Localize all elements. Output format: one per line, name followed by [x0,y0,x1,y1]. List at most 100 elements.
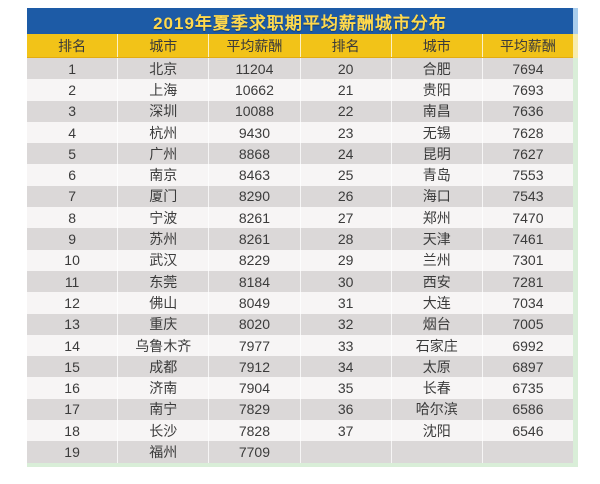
salary-cell: 7281 [512,273,544,290]
salary-table: 2019年夏季求职期平均薪酬城市分布 排名 城市 平均薪酬 排名 城市 平均薪酬… [27,8,573,463]
table-row: 1 北京 11204 20 合肥 7694 [27,58,573,80]
salary-cell: 7005 [512,316,544,333]
table-header-row: 排名 城市 平均薪酬 排名 城市 平均薪酬 [27,34,573,58]
rank-cell: 2 [27,79,119,101]
salary-cell: 10088 [209,100,301,122]
rank-cell: 25 [301,164,392,186]
table-row: 5 广州 8868 24 昆明 7627 [27,143,573,165]
salary-cell: 7628 [512,124,544,141]
salary-cell: 7912 [209,356,301,378]
salary-cell [483,441,573,462]
salary-cell: 7461 [512,231,544,248]
rank-cell: 27 [301,207,392,229]
rank-cell: 29 [301,249,392,271]
salary-cell: 8463 [209,164,301,186]
city-cell: 杭州 [118,121,210,144]
city-cell: 南京 [118,164,210,186]
rank-cell: 3 [27,100,119,122]
city-cell: 烟台 [392,313,483,335]
city-cell: 福州 [118,441,210,463]
city-cell: 昆明 [392,143,483,165]
city-cell: 成都 [118,356,210,378]
rank-cell: 19 [27,441,119,463]
salary-cell: 9430 [209,121,301,144]
rank-cell: 5 [27,143,119,165]
salary-cell: 7694 [512,60,544,77]
rank-cell: 14 [27,334,119,357]
city-cell: 长春 [392,377,483,399]
table-row: 3 深圳 10088 22 南昌 7636 [27,100,573,122]
salary-cell: 6586 [512,401,544,418]
table-row: 18 长沙 7828 37 沈阳 6546 [27,420,573,442]
rank-cell: 13 [27,313,119,335]
city-cell: 青岛 [392,164,483,186]
rank-cell: 26 [301,185,392,208]
city-cell: 海口 [392,185,483,208]
header-city-right: 城市 [392,34,483,57]
salary-cell: 7627 [512,145,544,162]
salary-cell: 8020 [209,313,301,335]
header-salary-left: 平均薪酬 [209,34,301,57]
city-cell: 郑州 [392,207,483,229]
table-row: 4 杭州 9430 23 无锡 7628 [27,121,573,144]
salary-cell: 10662 [209,79,301,101]
salary-cell: 7828 [209,420,301,442]
salary-cell: 11204 [209,58,301,80]
rank-cell: 31 [301,292,392,314]
table-row: 17 南宁 7829 36 哈尔滨 6586 [27,398,573,421]
salary-cell: 8261 [209,207,301,229]
rank-cell: 6 [27,164,119,186]
rank-cell: 15 [27,356,119,378]
table-row: 16 济南 7904 35 长春 6735 [27,377,573,399]
table-row: 8 宁波 8261 27 郑州 7470 [27,207,573,229]
rank-cell: 23 [301,121,392,144]
rank-cell: 36 [301,398,392,421]
rank-cell: 37 [301,420,392,442]
city-cell: 石家庄 [392,334,483,357]
salary-cell: 8290 [209,185,301,208]
header-city-left: 城市 [118,34,210,57]
city-cell: 佛山 [118,292,210,314]
salary-cell: 8261 [209,228,301,250]
table-row: 9 苏州 8261 28 天津 7461 [27,228,573,250]
rank-cell: 28 [301,228,392,250]
salary-cell: 6735 [512,380,544,397]
rank-cell: 34 [301,356,392,378]
city-cell: 苏州 [118,228,210,250]
salary-cell: 8184 [209,270,301,293]
city-cell: 兰州 [392,249,483,271]
rank-cell: 24 [301,143,392,165]
salary-cell: 7829 [209,398,301,421]
city-cell: 济南 [118,377,210,399]
salary-cell: 7977 [209,334,301,357]
salary-cell: 8049 [209,292,301,314]
city-cell: 贵阳 [392,79,483,101]
city-cell: 合肥 [392,58,483,80]
city-cell: 哈尔滨 [392,398,483,421]
salary-cell: 7904 [209,377,301,399]
salary-cell: 7693 [512,81,544,98]
city-cell: 上海 [118,79,210,101]
city-cell: 广州 [118,143,210,165]
salary-cell: 6546 [512,422,544,439]
rank-cell: 4 [27,121,119,144]
table-title-text: 2019年夏季求职期平均薪酬城市分布 [153,13,447,33]
city-cell: 南昌 [392,100,483,122]
city-cell: 无锡 [392,121,483,144]
city-cell: 深圳 [118,100,210,122]
rank-cell: 16 [27,377,119,399]
city-cell: 武汉 [118,249,210,271]
salary-cell: 7543 [512,188,544,205]
rank-cell: 21 [301,79,392,101]
rank-cell [301,441,392,463]
city-cell: 厦门 [118,185,210,208]
table-row: 7 厦门 8290 26 海口 7543 [27,185,573,208]
table-title: 2019年夏季求职期平均薪酬城市分布 [27,8,573,34]
city-cell: 重庆 [118,313,210,335]
salary-cell: 7709 [209,441,301,463]
city-cell: 西安 [392,270,483,293]
rank-cell: 17 [27,398,119,421]
rank-cell: 11 [27,270,119,293]
city-cell: 大连 [392,292,483,314]
